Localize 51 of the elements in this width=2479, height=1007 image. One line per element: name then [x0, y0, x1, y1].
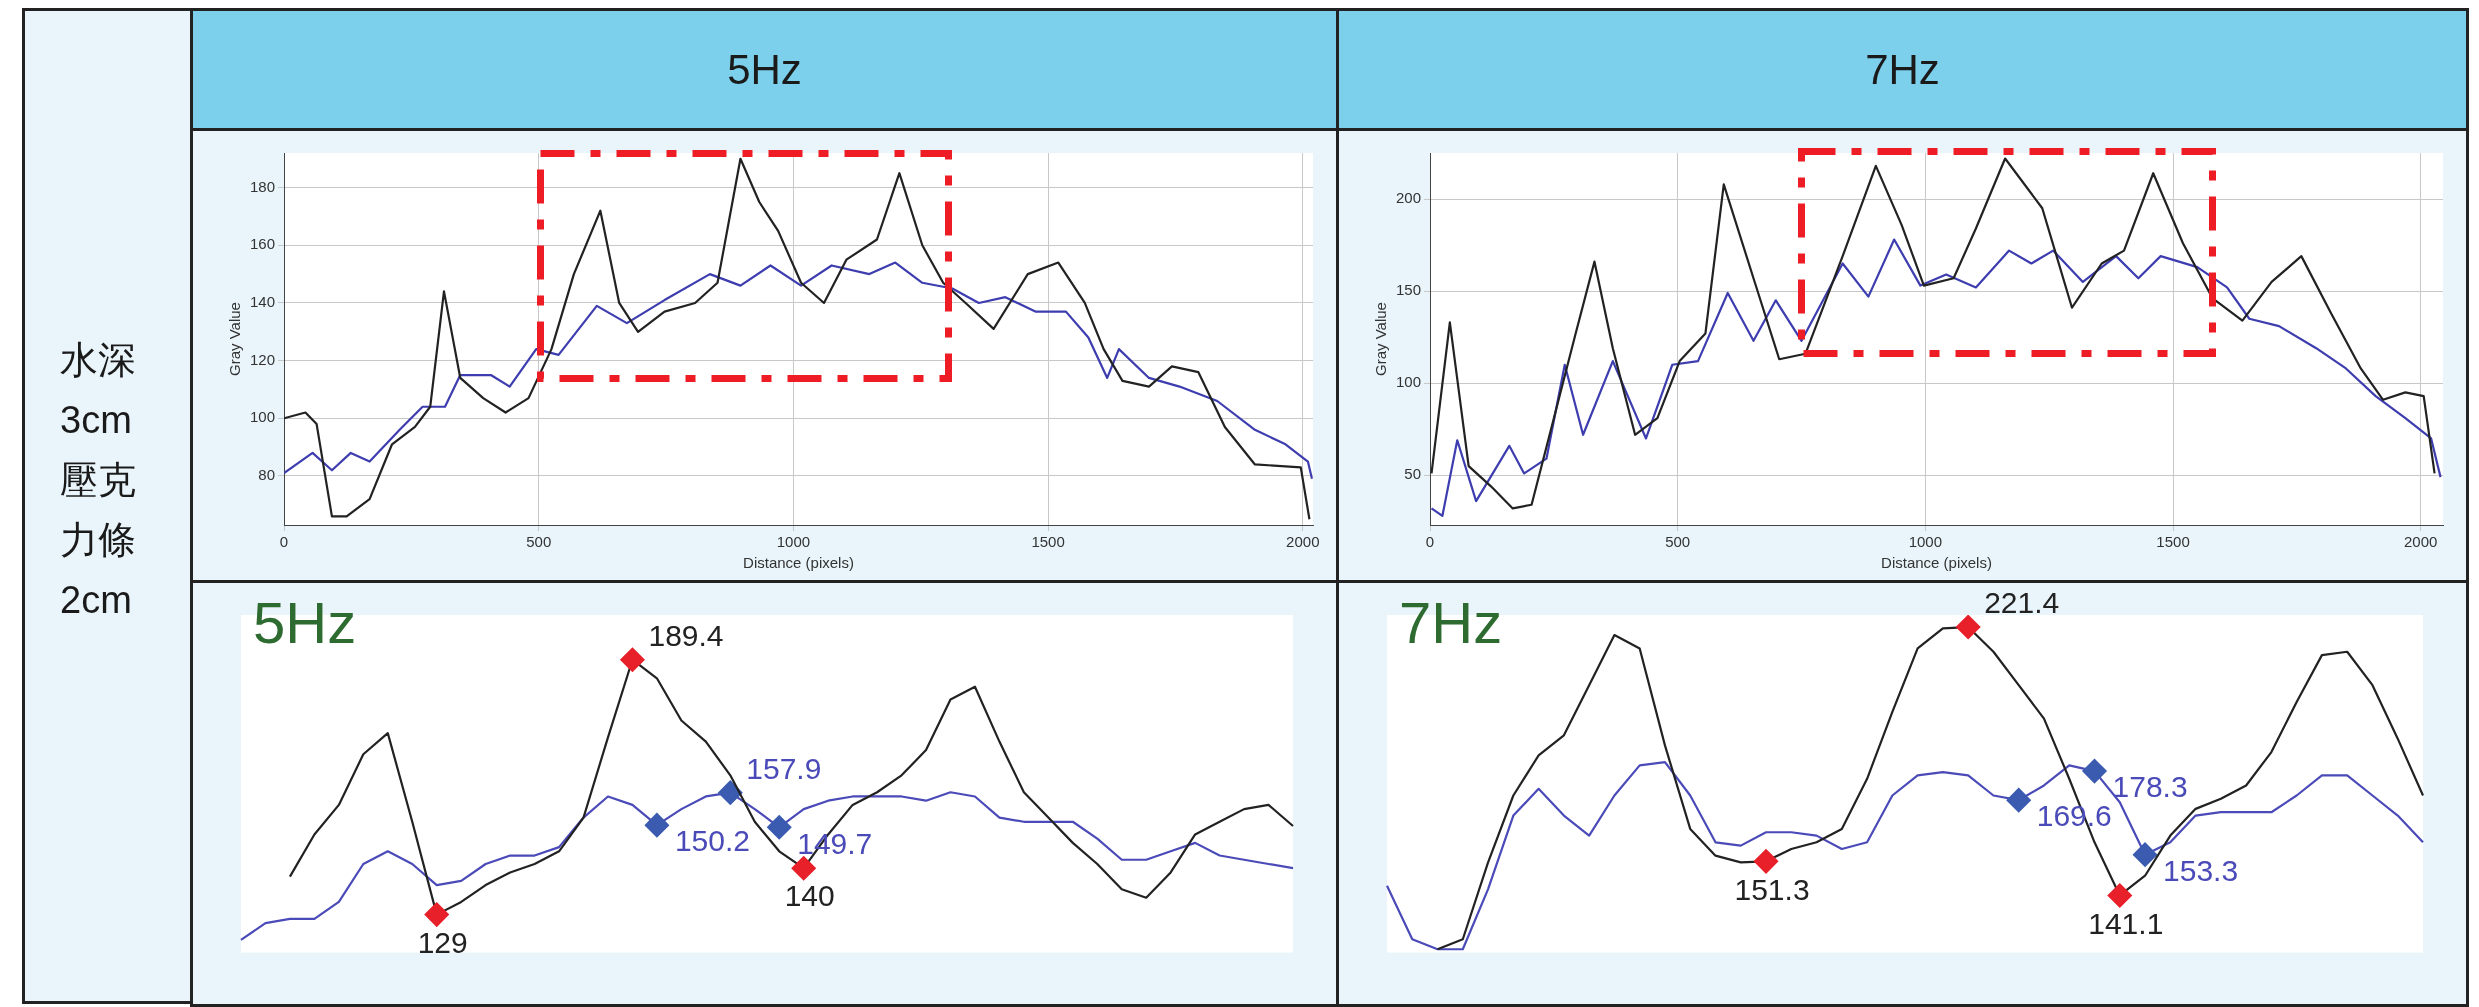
data-label: 178.3: [2112, 770, 2188, 804]
y-tick-label: 180: [250, 177, 276, 195]
point: [620, 647, 645, 672]
chart-title: 7Hz: [1336, 8, 2469, 131]
point: [644, 813, 670, 838]
y-axis-title: Gray Value: [1372, 302, 1390, 376]
text: 水深3cm壓克力條2cm: [60, 338, 137, 623]
point: [767, 815, 792, 840]
point: [2006, 788, 2031, 813]
x-tick-label: 2000: [2404, 533, 2438, 551]
data-label: 157.9: [746, 751, 822, 785]
data-label: 150.2: [674, 824, 750, 858]
point: [1956, 615, 1981, 640]
y-tick-label: 140: [250, 293, 276, 311]
y-tick-label: 50: [1404, 465, 1422, 483]
x-axis-title: Distance (pixels): [743, 554, 854, 572]
point: [2107, 883, 2132, 908]
x-tick-label: 0: [1425, 533, 1435, 551]
x-tick-label: 1000: [1908, 533, 1943, 551]
data-label: 153.3: [2163, 853, 2239, 887]
chart-title: 7Hz: [1399, 589, 1503, 656]
y-tick-label: 150: [1396, 281, 1422, 299]
x-tick-label: 500: [1665, 533, 1691, 551]
x-tick-label: 0: [279, 533, 289, 551]
data-label: 129: [417, 925, 468, 959]
point: [718, 780, 743, 805]
x-tick-label: 1500: [2156, 533, 2190, 551]
y-tick-label: 100: [1396, 373, 1422, 391]
data-label: 140: [784, 879, 835, 913]
point: [1753, 849, 1779, 874]
chart-title: 5Hz: [190, 8, 1339, 131]
point: [2132, 842, 2158, 867]
y-tick-label: 120: [250, 350, 276, 368]
x-tick-label: 500: [526, 533, 552, 551]
data-label: 189.4: [648, 619, 724, 652]
point: [424, 902, 449, 927]
y-tick-label: 200: [1396, 189, 1422, 207]
chart-title: 5Hz: [253, 589, 357, 656]
x-tick-label: 2000: [1286, 533, 1320, 551]
x-axis-title: Distance (pixels): [1881, 554, 1992, 572]
data-label: 141.1: [2088, 906, 2164, 940]
x-tick-label: 1000: [776, 533, 811, 551]
y-tick-label: 80: [258, 466, 276, 484]
point: [2082, 759, 2107, 784]
y-tick-label: 160: [250, 235, 276, 253]
y-tick-label: 100: [250, 408, 276, 426]
data-label: 221.4: [1984, 586, 2060, 620]
data-label: 151.3: [1734, 872, 1810, 906]
point: [791, 856, 816, 881]
x-tick-label: 1500: [1031, 533, 1065, 551]
y-axis-title: Gray Value: [226, 302, 244, 376]
